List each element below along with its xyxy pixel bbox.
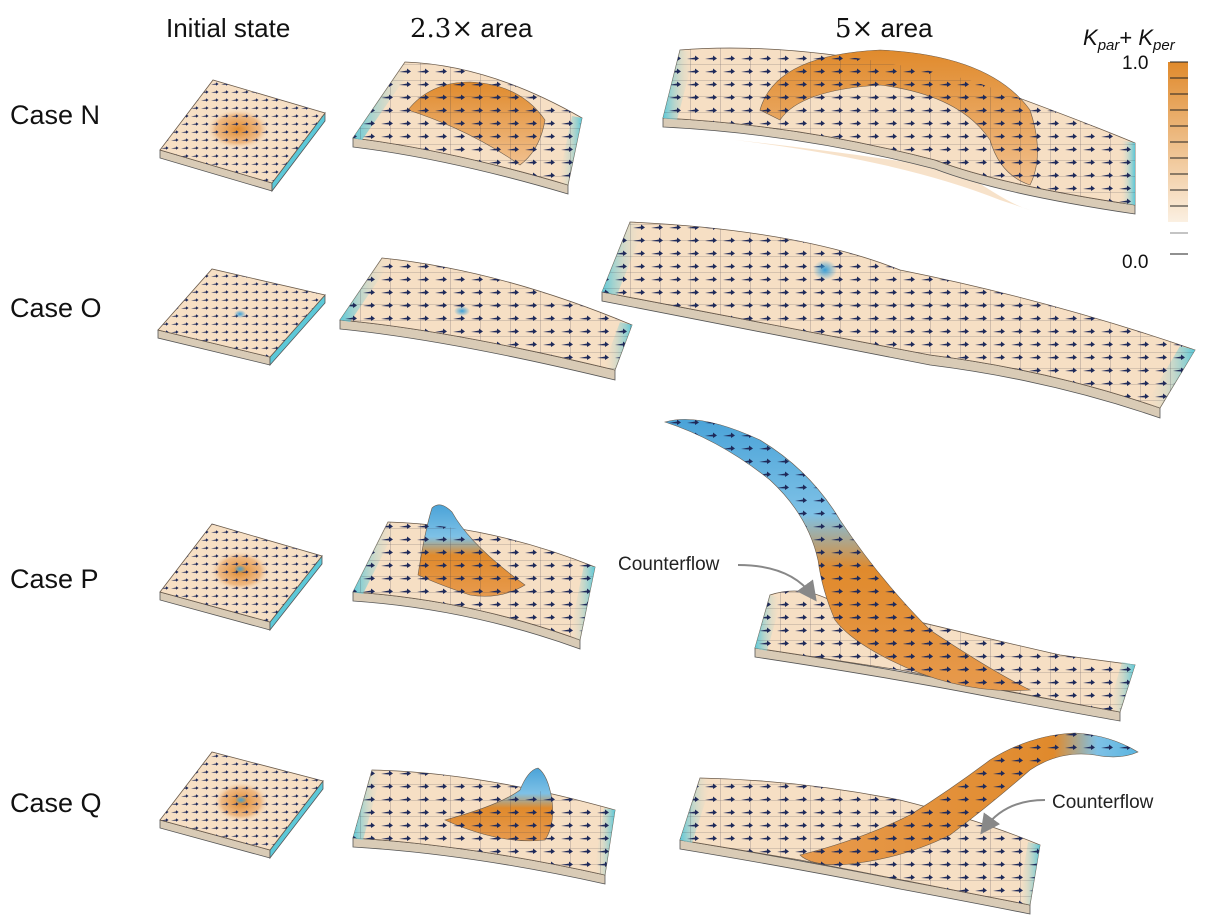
panel-case-p-2-3x [352, 504, 596, 650]
arrow-field-bulge [800, 733, 1138, 865]
arrow-field [663, 48, 1135, 205]
colorbar: Kpar+ Kper 1.0 0.0 [1083, 25, 1188, 273]
arrow-field [353, 770, 615, 875]
panel-case-n-initial [159, 79, 326, 193]
panel-case-p-5x [663, 419, 1136, 722]
arrow-field [353, 522, 595, 640]
colorbar-title: Kpar+ Kper [1083, 25, 1176, 54]
panel-case-o-initial [157, 268, 326, 367]
panel-case-n-2-3x [352, 61, 583, 195]
arrow-field [160, 524, 322, 622]
counterflow-pointer-q [980, 799, 1046, 835]
panel-case-o-5x [601, 221, 1196, 419]
arrow-field [160, 752, 323, 850]
arrow-field [602, 222, 1195, 408]
sheet-edge [754, 647, 1121, 722]
column-title-2-3x-area: 2.3× area [410, 13, 533, 44]
row-label-case-n: Case N [10, 100, 100, 130]
column-title-5x-factor: 5× [835, 14, 873, 44]
counterflow-annotation-q: Counterflow [980, 792, 1154, 835]
sheet-edge [679, 839, 1031, 915]
arrow-field [353, 62, 582, 185]
panel-case-n-5x [662, 47, 1136, 215]
colorbar-min-label: 0.0 [1122, 252, 1148, 273]
defect-spot [234, 310, 246, 318]
colorbar-title-k1: K [1083, 25, 1099, 50]
panel-case-o-2-3x [339, 257, 633, 381]
counterflow-annotation-p: Counterflow [618, 554, 817, 602]
counterflow-label-p: Counterflow [618, 554, 720, 575]
panel-case-q-initial [159, 751, 324, 860]
column-title-2-3x-factor: 2.3× [410, 14, 473, 44]
defect-spot [813, 260, 837, 280]
column-title-5x-area: 5× area [835, 13, 933, 44]
arrow-field-bulge [665, 419, 1030, 691]
panel-case-q-2-3x [352, 767, 616, 885]
colorbar-title-plus: + [1119, 25, 1138, 50]
colorbar-max-label: 1.0 [1122, 53, 1148, 74]
row-label-case-q: Case Q [10, 788, 102, 818]
panel-case-p-initial [159, 523, 323, 632]
panel-case-q-5x [679, 732, 1139, 915]
row-label-case-p: Case P [10, 564, 99, 594]
defect-spot [454, 306, 470, 316]
column-title-2-3x-text: area [473, 13, 533, 43]
arrow-field [160, 80, 325, 183]
colorbar-title-k2: K [1138, 25, 1154, 50]
colorbar-title-sub1: par [1097, 37, 1121, 54]
colorbar-title-sub2: per [1152, 37, 1176, 54]
counterflow-label-q: Counterflow [1052, 792, 1154, 813]
column-title-initial-state: Initial state [166, 13, 290, 43]
arrow-field [340, 258, 632, 370]
colorbar-tick-marks [1170, 61, 1188, 255]
row-label-case-o: Case O [10, 293, 102, 323]
column-title-5x-text: area [873, 13, 933, 43]
counterflow-pointer-p [737, 564, 817, 602]
